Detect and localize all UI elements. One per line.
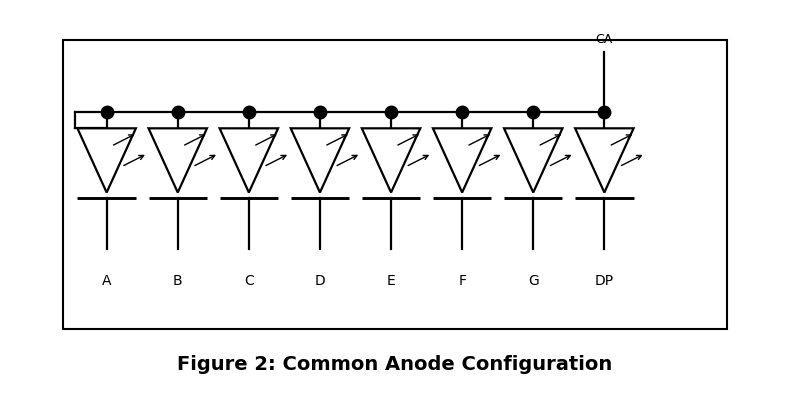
Text: DP: DP [595, 274, 614, 288]
Text: D: D [314, 274, 325, 288]
Text: B: B [173, 274, 182, 288]
Text: G: G [528, 274, 539, 288]
Text: A: A [102, 274, 111, 288]
Text: E: E [386, 274, 396, 288]
Polygon shape [433, 128, 491, 192]
Text: C: C [244, 274, 254, 288]
Polygon shape [575, 128, 634, 192]
Text: Figure 2: Common Anode Configuration: Figure 2: Common Anode Configuration [178, 355, 612, 375]
Polygon shape [220, 128, 278, 192]
Text: F: F [458, 274, 466, 288]
Bar [63, 40, 727, 329]
Text: CA: CA [596, 33, 613, 46]
Polygon shape [291, 128, 349, 192]
Polygon shape [362, 128, 420, 192]
Polygon shape [149, 128, 207, 192]
Polygon shape [504, 128, 562, 192]
Polygon shape [77, 128, 136, 192]
